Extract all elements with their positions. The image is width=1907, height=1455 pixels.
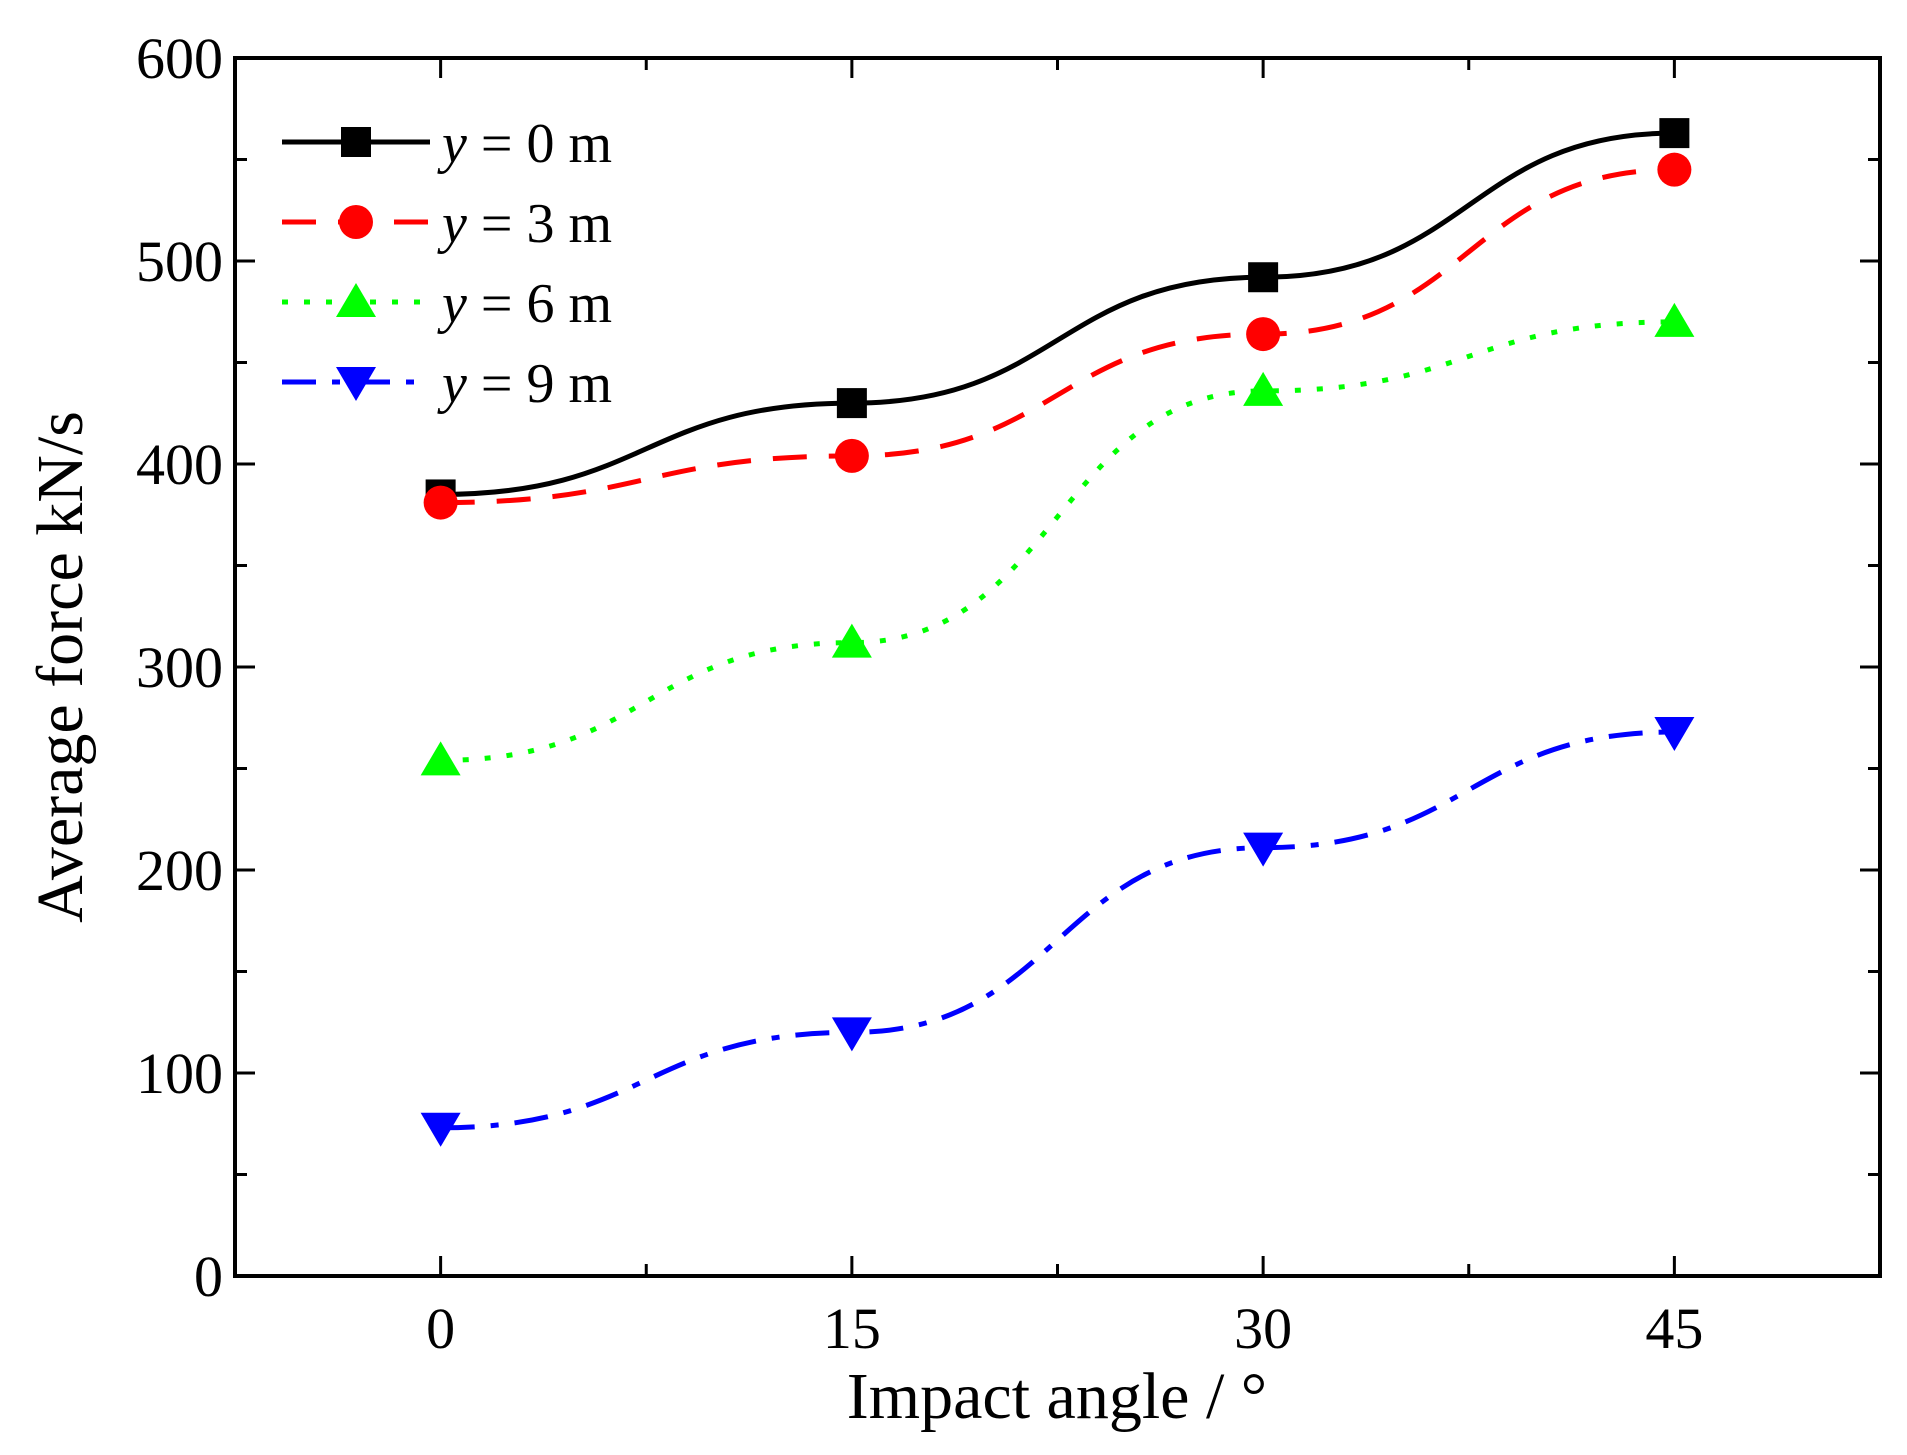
legend-marker [339,205,373,239]
x-tick-label: 15 [823,1296,881,1361]
data-point [1243,371,1284,406]
legend-entry: y = 9 m [282,353,612,415]
data-point [1659,118,1690,149]
series-line [440,729,1675,1131]
y-axis-title: Average force kN/s [24,411,97,923]
y-tick-label: 300 [136,635,223,700]
data-point [1248,262,1279,293]
legend-marker [336,367,376,401]
data-point [831,1017,872,1052]
data-point [831,623,872,658]
legend-label: y = 6 m [437,273,612,335]
data-point [1657,152,1692,187]
x-tick-label: 45 [1645,1296,1703,1361]
data-point [1654,716,1695,751]
data-point [420,1112,461,1147]
series-line [440,130,1675,497]
y-tick-label: 100 [136,1041,223,1106]
legend-marker [341,127,371,157]
series-3 [420,716,1695,1147]
series-1 [423,152,1692,520]
legend-entry: y = 6 m [282,273,612,335]
data-point [420,741,461,776]
data-point [423,485,458,520]
y-tick-label: 200 [136,838,223,903]
data-point [834,438,869,473]
series-2 [420,302,1695,776]
data-point [1246,317,1281,352]
data-point [1654,302,1695,337]
series-line [440,167,1675,506]
y-tick-label: 0 [194,1244,223,1309]
data-point [836,388,867,419]
y-tick-label: 600 [136,26,223,91]
data-point [1243,832,1284,867]
legend-entry: y = 3 m [282,193,612,255]
y-tick-label: 400 [136,432,223,497]
x-tick-label: 30 [1234,1296,1292,1361]
legend-entry: y = 0 m [282,113,612,175]
legend-label: y = 0 m [437,113,612,175]
legend-label: y = 3 m [437,193,612,255]
y-tick-label: 500 [136,229,223,294]
series-0 [425,118,1690,510]
x-axis-title: Impact angle / ° [847,1360,1267,1433]
x-tick-label: 0 [426,1296,455,1361]
legend-label: y = 9 m [437,353,612,415]
legend-marker [336,283,376,317]
series-line [440,319,1675,763]
